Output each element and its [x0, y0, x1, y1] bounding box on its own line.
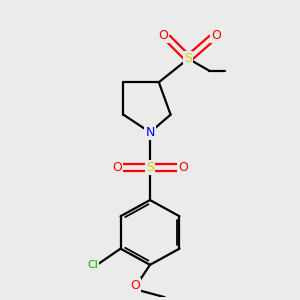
Text: O: O: [158, 29, 168, 42]
Text: N: N: [145, 126, 155, 139]
Text: Cl: Cl: [87, 260, 98, 270]
Text: O: O: [130, 279, 140, 292]
Text: O: O: [211, 29, 221, 42]
Text: S: S: [184, 52, 192, 65]
Text: O: O: [178, 161, 188, 174]
Text: O: O: [112, 161, 122, 174]
Text: S: S: [146, 161, 154, 174]
